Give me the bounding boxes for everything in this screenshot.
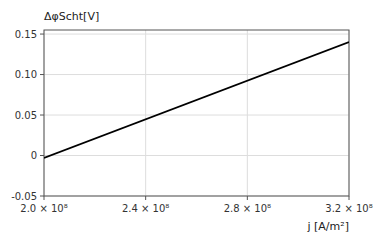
tick-label: -0.05 bbox=[11, 191, 37, 202]
tick-mark bbox=[40, 34, 44, 35]
ticks: 2.0 × 10⁸ 2.4 × 10⁸ 2.8 × 10⁸ 3.2 × 10⁸ -0.0… bbox=[11, 29, 373, 214]
plot-area bbox=[44, 42, 349, 158]
grid-line bbox=[44, 74, 349, 75]
grid-line bbox=[44, 34, 349, 35]
tick-label: 0 bbox=[31, 150, 37, 161]
tick-mark bbox=[349, 196, 350, 200]
tick-label: 0.15 bbox=[15, 29, 37, 40]
x-axis-label: j [A/m²] bbox=[307, 220, 350, 233]
grid bbox=[44, 30, 349, 196]
tick-label: 2.4 × 10⁸ bbox=[122, 203, 169, 214]
tick-mark bbox=[145, 196, 146, 200]
grid-line bbox=[145, 30, 146, 196]
chart: 2.0 × 10⁸ 2.4 × 10⁸ 2.8 × 10⁸ 3.2 × 10⁸ -0.0… bbox=[0, 0, 379, 245]
y-axis-label: ΔφScht[V] bbox=[44, 10, 99, 23]
grid-line bbox=[44, 115, 349, 116]
tick-mark bbox=[40, 115, 44, 116]
tick-mark bbox=[40, 74, 44, 75]
tick-mark bbox=[44, 196, 45, 200]
grid-line bbox=[44, 155, 349, 156]
tick-label: 2.0 × 10⁸ bbox=[20, 203, 67, 214]
grid-line bbox=[247, 30, 248, 196]
line bbox=[44, 42, 349, 158]
tick-mark bbox=[40, 155, 44, 156]
tick-mark bbox=[247, 196, 248, 200]
plot-frame bbox=[44, 30, 349, 196]
tick-mark bbox=[40, 196, 44, 197]
tick-label: 0.05 bbox=[15, 110, 37, 121]
tick-label: 0.10 bbox=[15, 69, 37, 80]
tick-label: 3.2 × 10⁸ bbox=[325, 203, 372, 214]
tick-label: 2.8 × 10⁸ bbox=[224, 203, 271, 214]
